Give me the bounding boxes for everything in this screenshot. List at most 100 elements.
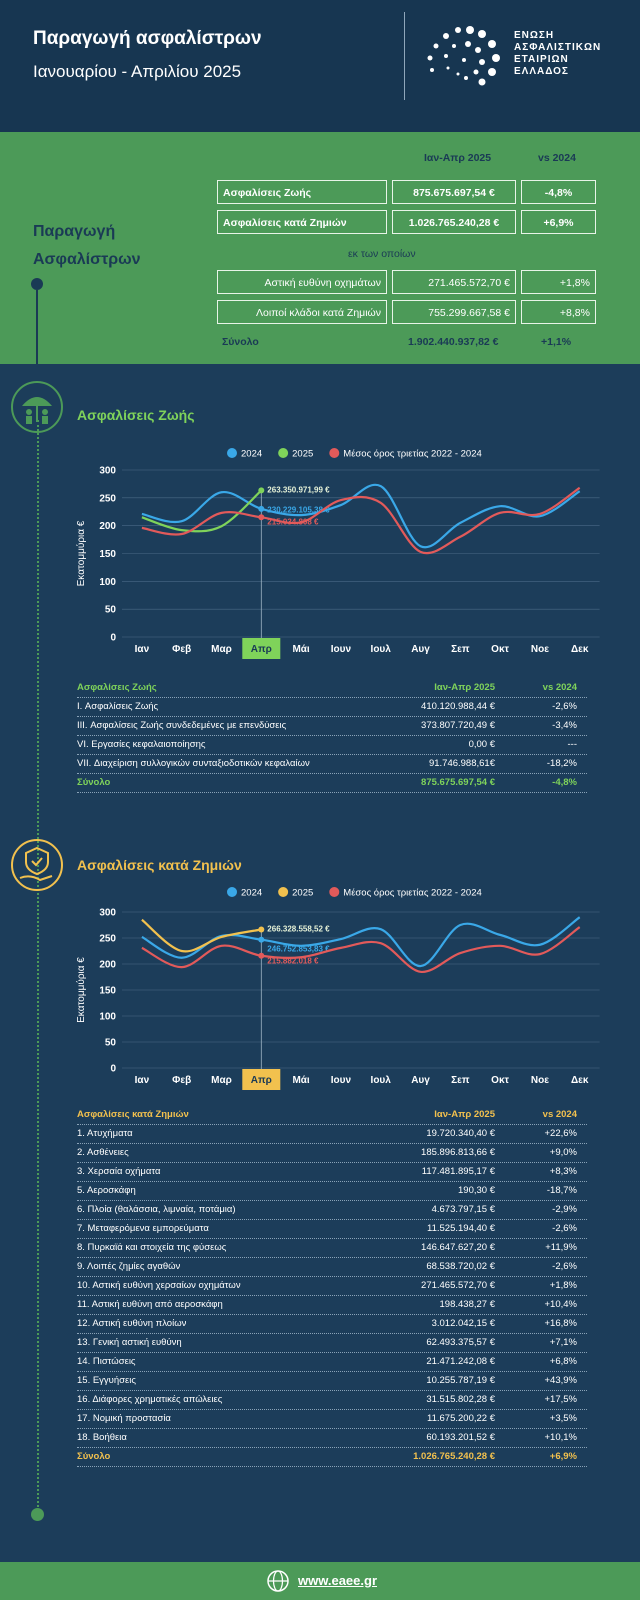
y-tick-label: 100 bbox=[99, 577, 116, 588]
cell-name: 6. Πλοία (θαλάσσια, λιμναία, ποτάμια) bbox=[77, 1204, 236, 1215]
cell-value: 0,00 € bbox=[468, 739, 495, 750]
table-row: 5. Αεροσκάφη 190,30 € -18,7% bbox=[77, 1181, 587, 1201]
cell-value: 10.255.787,19 € bbox=[426, 1375, 495, 1386]
row-change: +6,9% bbox=[521, 210, 596, 234]
cell-value: 271.465.572,70 € bbox=[421, 1280, 495, 1291]
x-tick-label: Αυγ bbox=[411, 1075, 430, 1086]
x-tick-label: Σεπ bbox=[451, 1075, 470, 1086]
x-tick-label: Μαρ bbox=[211, 644, 232, 655]
cell-change: -2,6% bbox=[552, 1261, 577, 1272]
x-tick-label: Δεκ bbox=[571, 644, 589, 655]
point bbox=[258, 487, 265, 494]
cell-change: -2,6% bbox=[552, 1223, 577, 1234]
cell-value: 21.471.242,08 € bbox=[426, 1356, 495, 1367]
row-change: +8,8% bbox=[521, 300, 596, 324]
cell-value: 31.515.802,28 € bbox=[426, 1394, 495, 1405]
cell-change: +11,9% bbox=[545, 1242, 577, 1253]
row-label: Ασφαλίσεις κατά Ζημιών bbox=[217, 210, 387, 234]
cell-name: 15. Εγγυήσεις bbox=[77, 1375, 136, 1386]
legend-marker bbox=[329, 448, 340, 458]
value-label: 263.350.971,99 € bbox=[267, 485, 330, 494]
cell-value: 1.026.765.240,28 € bbox=[413, 1451, 495, 1462]
cell-change: --- bbox=[567, 739, 578, 750]
legend-label: 2024 bbox=[241, 449, 262, 460]
y-tick-label: 0 bbox=[110, 633, 116, 644]
cell-change: -18,7% bbox=[546, 1185, 577, 1196]
y-axis-title: Εκατομμύρια € bbox=[75, 957, 87, 1023]
table-row: 8. Πυρκαϊά και στοιχεία της φύσεως 146.64… bbox=[77, 1238, 587, 1258]
cell-value: 117.481.895,17 € bbox=[421, 1166, 495, 1177]
cell-value: 146.647.627,20 € bbox=[421, 1242, 495, 1253]
cell-value: 19.720.340,40 € bbox=[426, 1128, 495, 1139]
total-label: Σύνολο bbox=[222, 336, 259, 348]
table-row: 16. Διάφορες χρηματικές απώλειες 31.515.8… bbox=[77, 1390, 587, 1410]
table-row: 14. Πιστώσεις 21.471.242,08 € +6,8% bbox=[77, 1352, 587, 1372]
value-label: 246.752.853,83 € bbox=[267, 945, 330, 954]
cell-name: 8. Πυρκαϊά και στοιχεία της φύσεως bbox=[77, 1242, 227, 1253]
x-tick-label: Ιουλ bbox=[371, 1075, 392, 1086]
cell-name: 16. Διάφορες χρηματικές απώλειες bbox=[77, 1394, 223, 1405]
summary-label: Παραγωγή Ασφαλίστρων bbox=[33, 223, 141, 268]
dot bbox=[31, 1508, 44, 1521]
connector bbox=[36, 290, 38, 364]
cell-name: 12. Αστική ευθύνη πλοίων bbox=[77, 1318, 187, 1329]
highlight-box bbox=[242, 638, 281, 659]
y-tick-label: 250 bbox=[99, 934, 116, 945]
point bbox=[258, 514, 265, 521]
cell-name: 9. Λοιπές ζημίες αγαθών bbox=[77, 1261, 181, 1272]
cell-change: -2,6% bbox=[552, 701, 577, 712]
table-row: Σύνολο 1.026.765.240,28 € +6,9% bbox=[77, 1447, 587, 1467]
row-label: Ασφαλίσεις Ζωής bbox=[217, 180, 387, 204]
cell-name: Ασφαλίσεις Ζωής bbox=[77, 682, 157, 693]
table-row: III. Ασφαλίσεις Ζωής συνδεδεμένες με επε… bbox=[77, 716, 587, 736]
legend-marker bbox=[278, 448, 289, 458]
x-tick-label: Απρ bbox=[251, 644, 272, 655]
x-tick-label: Ιουν bbox=[331, 644, 352, 655]
cell-value: 68.538.720,02 € bbox=[426, 1261, 495, 1272]
table-row: 10. Αστική ευθύνη χερσαίων οχημάτων 271.4… bbox=[77, 1276, 587, 1296]
table-row: 17. Νομική προστασία 11.675.200,22 € +3,5% bbox=[77, 1409, 587, 1429]
table-row: VI. Εργασίες κεφαλαιοποίησης 0,00 € --- bbox=[77, 735, 587, 755]
legend-marker bbox=[227, 887, 237, 897]
cell-change: +3,5% bbox=[549, 1413, 577, 1424]
table-row: I. Ασφαλίσεις Ζωής 410.120.988,44 € -2,6% bbox=[77, 697, 587, 717]
logo-text: ΕΝΩΣΗ ΑΣΦΑΛΙΣΤΙΚΩΝ ΕΤΑΙΡΙΩΝ ΕΛΛΑΔΟΣ bbox=[514, 30, 601, 78]
value-label: 266.328.558,52 € bbox=[267, 925, 330, 934]
subtitle: Ιανουαρίου - Απριλίου 2025 bbox=[33, 62, 242, 81]
cell-value: 62.493.375,57 € bbox=[426, 1337, 495, 1348]
cell-value: 91.746.988,61€ bbox=[428, 758, 495, 769]
row-change: +1,8% bbox=[521, 270, 596, 294]
table-row: Σύνολο 875.675.697,54 € -4,8% bbox=[77, 773, 587, 793]
x-tick-label: Ιαν bbox=[135, 1075, 150, 1086]
cell-name: 14. Πιστώσεις bbox=[77, 1356, 136, 1367]
table-row: 3. Χερσαία οχήματα 117.481.895,17 € +8,3% bbox=[77, 1162, 587, 1182]
url[interactable]: www.eaee.gr bbox=[298, 1573, 377, 1588]
y-axis-title: Εκατομμύρια € bbox=[75, 520, 87, 586]
table-row: 2. Ασθένειες 185.896.813,66 € +9,0% bbox=[77, 1143, 587, 1163]
y-tick-label: 0 bbox=[110, 1064, 116, 1075]
point bbox=[258, 926, 265, 933]
table-row: Ασφαλίσεις Ζωής Ιαν-Απρ 2025 vs 2024 bbox=[77, 678, 587, 698]
globe-icon bbox=[267, 1570, 289, 1592]
series-line bbox=[141, 486, 581, 555]
cell-value: 185.896.813,66 € bbox=[421, 1147, 495, 1158]
cell-value: 3.012.042,15 € bbox=[431, 1318, 495, 1329]
cell-name: 7. Μεταφερόμενα εμπορεύματα bbox=[77, 1223, 209, 1234]
series-line bbox=[141, 916, 581, 968]
legend-marker bbox=[227, 448, 237, 458]
cell-change: +10,4% bbox=[544, 1299, 578, 1310]
cell-change: +43,9% bbox=[544, 1375, 578, 1386]
cell-value: 410.120.988,44 € bbox=[421, 701, 495, 712]
x-tick-label: Ιαν bbox=[135, 644, 150, 655]
logo-line: ΕΝΩΣΗ bbox=[514, 30, 555, 41]
cell-value: 11.525.194,40 € bbox=[427, 1223, 495, 1234]
cell-change: +6,9% bbox=[549, 1451, 577, 1462]
cell-name: 2. Ασθένειες bbox=[77, 1147, 129, 1158]
cell-change: +9,0% bbox=[549, 1147, 577, 1158]
row-value: 1.026.765.240,28 € bbox=[392, 210, 516, 234]
cell-value: 198.438,27 € bbox=[439, 1299, 495, 1310]
value-label: 230.229.105,38 € bbox=[267, 505, 330, 514]
logo-mark bbox=[427, 26, 500, 86]
y-tick-label: 50 bbox=[105, 605, 117, 616]
table-row: 12. Αστική ευθύνη πλοίων 3.012.042,15 € +1… bbox=[77, 1314, 587, 1334]
